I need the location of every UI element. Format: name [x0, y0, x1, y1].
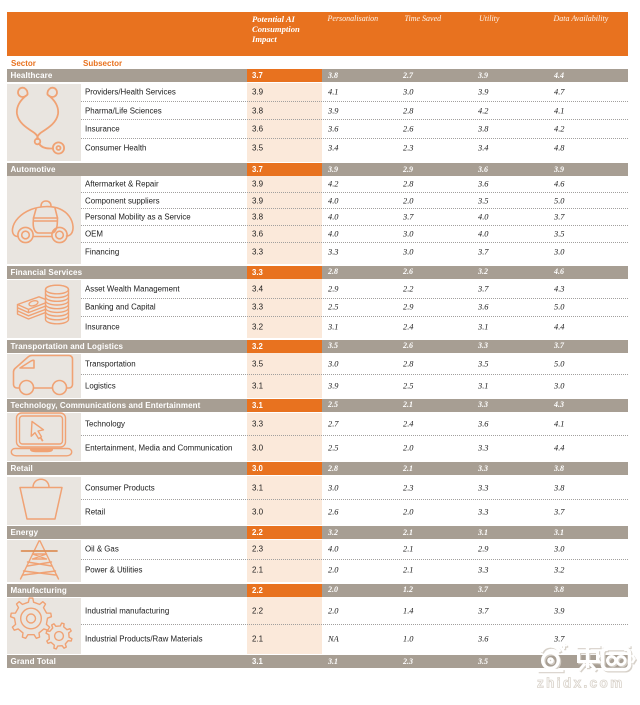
svg-text:zhidx.com: zhidx.com	[537, 676, 625, 691]
